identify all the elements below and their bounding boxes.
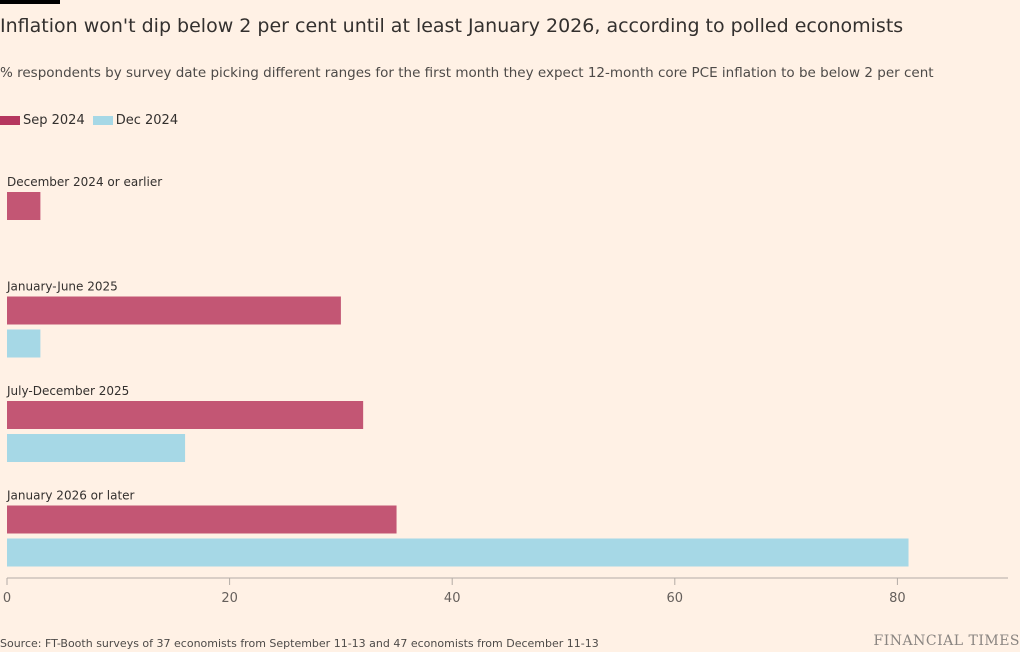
legend-item-dec: Dec 2024 <box>92 113 179 128</box>
x-tick-label: 80 <box>889 591 906 606</box>
source-note: Source: FT-Booth surveys of 37 economist… <box>0 637 599 650</box>
legend-item-sep: Sep 2024 <box>0 113 85 128</box>
bar-sep <box>7 401 364 429</box>
bar-dec <box>7 538 909 567</box>
x-tick-label: 20 <box>221 591 238 606</box>
bar-sep <box>7 192 41 220</box>
legend-swatch-dec <box>92 116 113 125</box>
bar-sep <box>7 505 397 534</box>
bar-dec <box>7 434 186 462</box>
x-tick-label: 0 <box>3 591 11 606</box>
legend: Sep 2024 Dec 2024 <box>0 113 186 128</box>
chart-title: Inflation won't dip below 2 per cent unt… <box>0 15 904 37</box>
category-label: July-December 2025 <box>6 384 129 398</box>
brand-top-bar <box>0 0 60 4</box>
ft-brand-logo: FINANCIAL TIMES <box>873 633 1020 649</box>
bar-sep <box>7 296 341 325</box>
bar-dec <box>7 329 41 358</box>
category-label: January-June 2025 <box>6 280 118 294</box>
x-tick-label: 40 <box>444 591 461 606</box>
legend-label-dec: Dec 2024 <box>115 113 179 128</box>
legend-swatch-sep <box>0 116 20 125</box>
chart-subtitle: % respondents by survey date picking dif… <box>0 65 934 81</box>
x-tick-label: 60 <box>667 591 684 606</box>
category-label: December 2024 or earlier <box>7 175 162 189</box>
legend-label-sep: Sep 2024 <box>23 113 85 128</box>
bar-chart: December 2024 or earlier January-June 202… <box>3 175 1008 606</box>
category-label: January 2026 or later <box>6 489 135 503</box>
